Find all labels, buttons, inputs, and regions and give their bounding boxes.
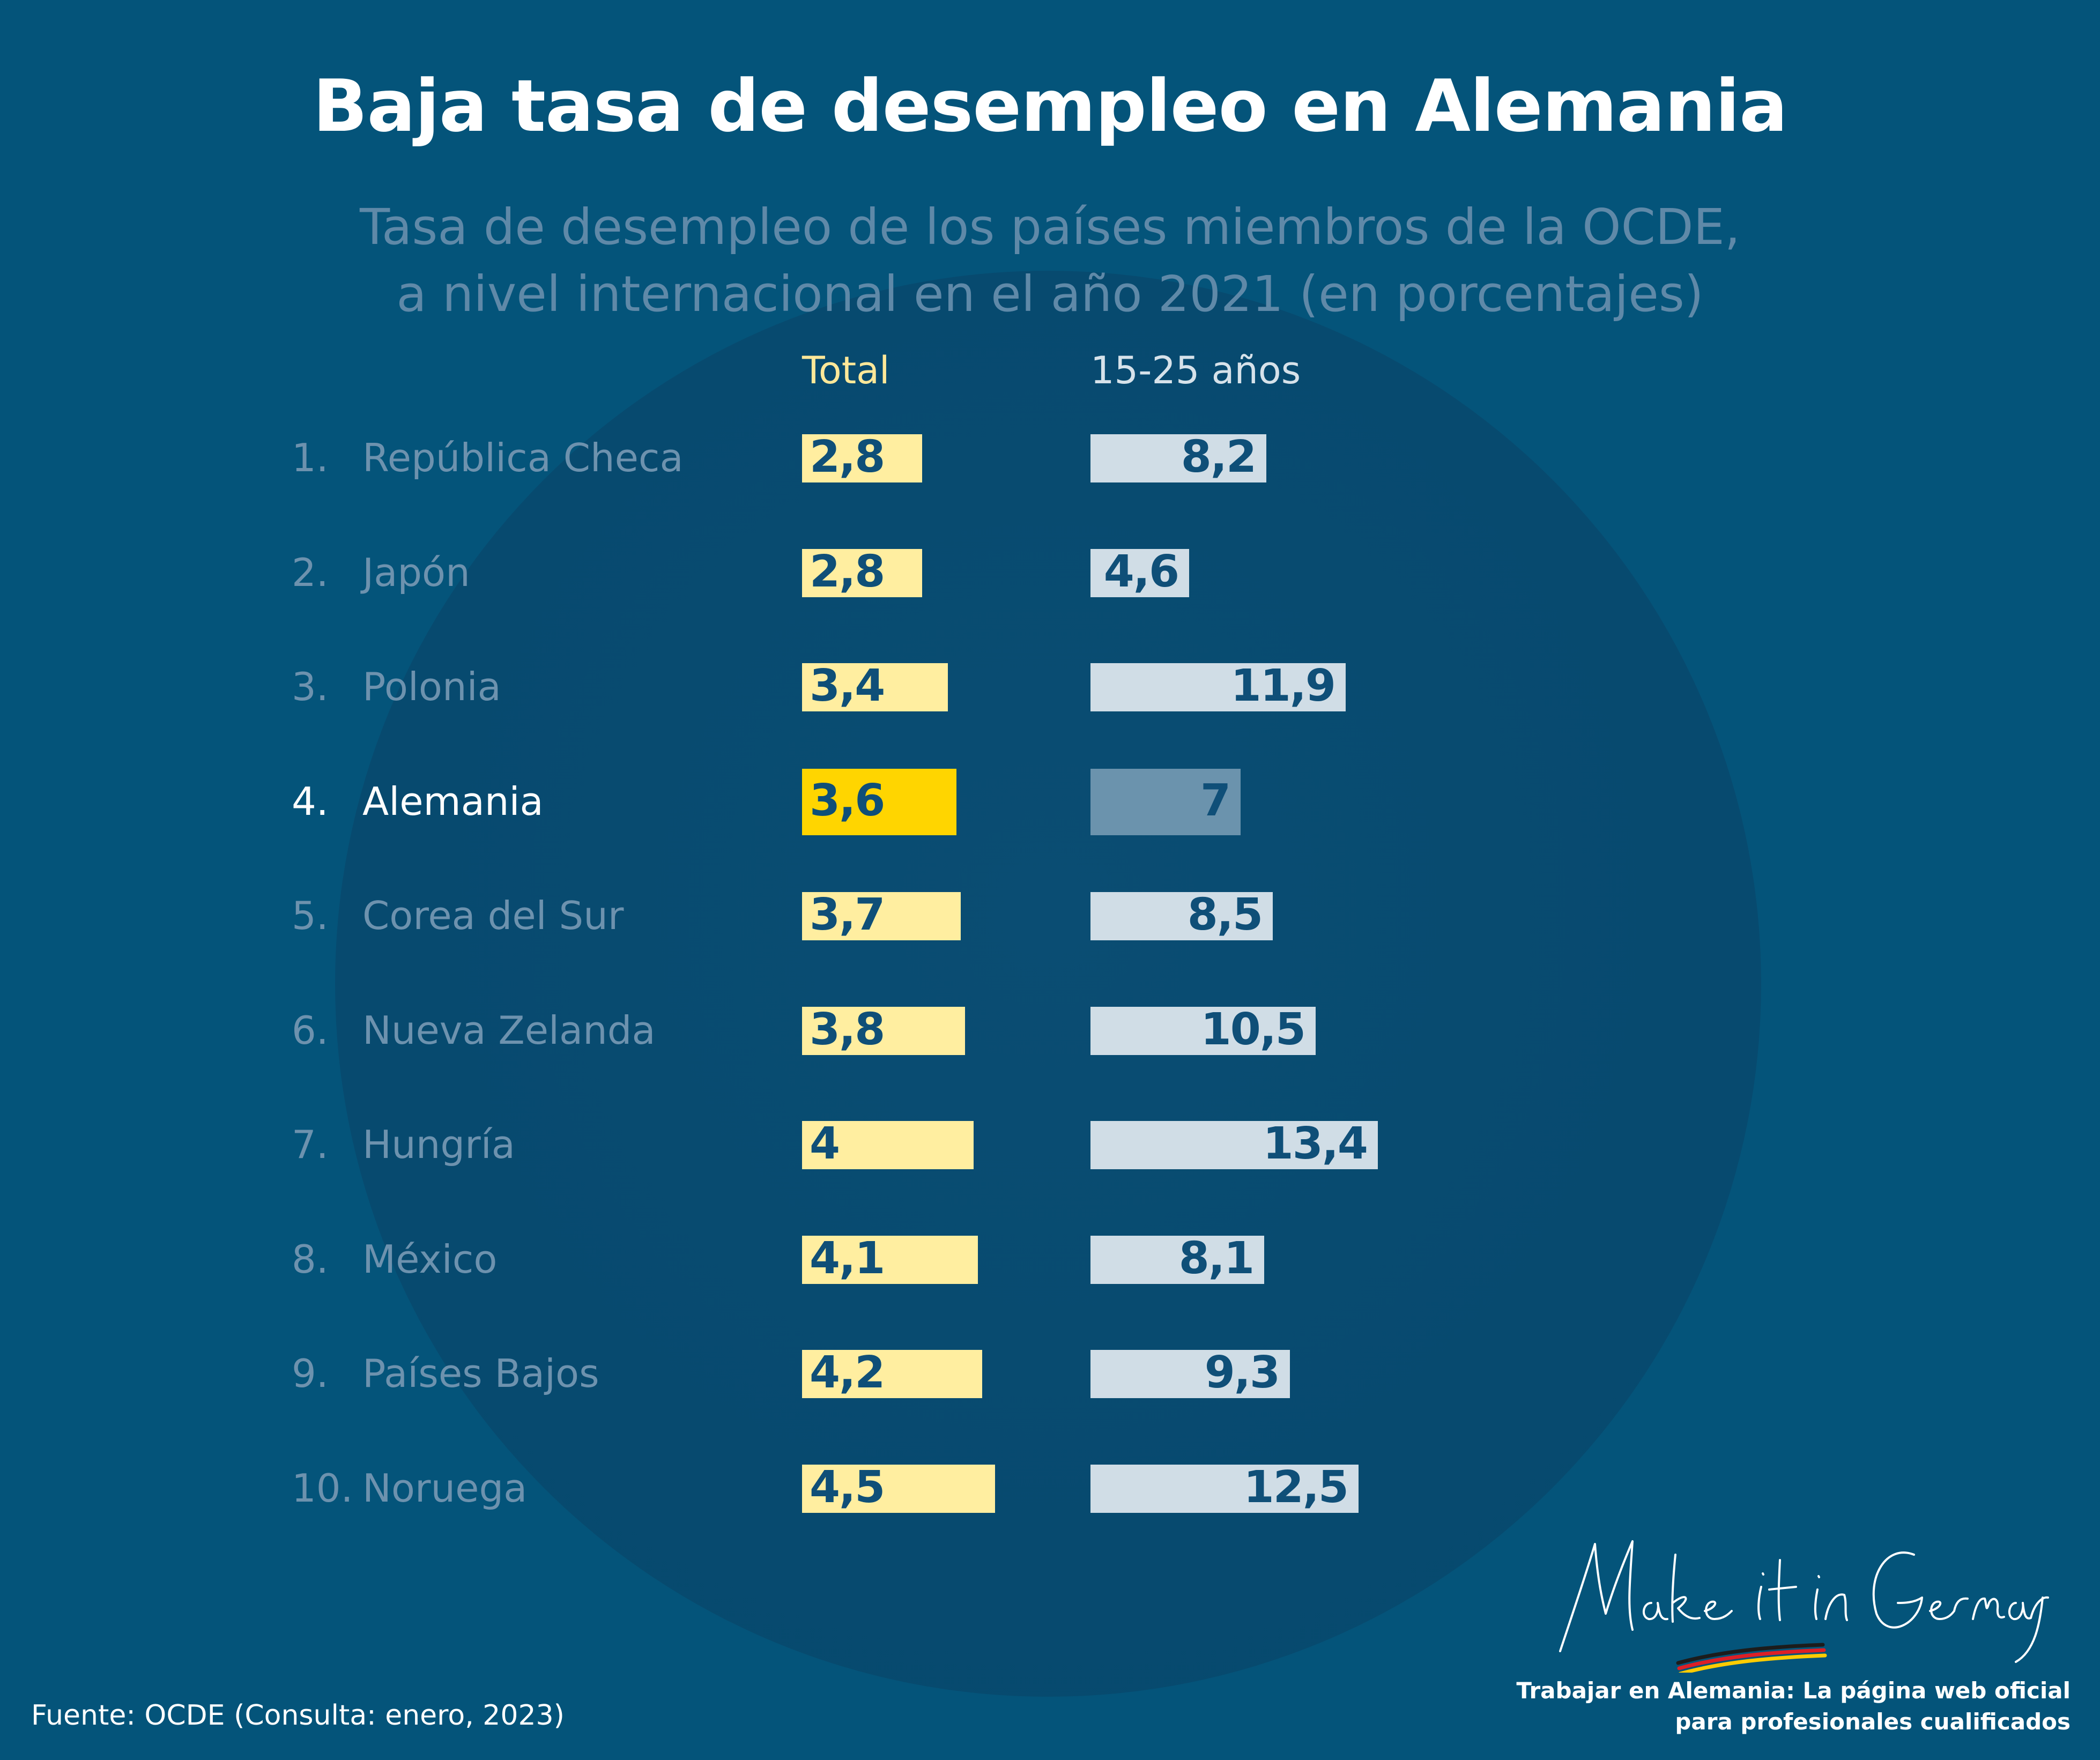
- total-value-label: 2,8: [810, 432, 885, 482]
- total-value-label: 3,6: [810, 775, 885, 826]
- youth-value-label: 10,5: [1200, 1004, 1306, 1055]
- total-bar: [802, 434, 922, 482]
- total-value-label: 4,5: [810, 1461, 885, 1513]
- chart-subtitle-line-1: Tasa de desempleo de los países miembros…: [359, 198, 1741, 256]
- column-header-youth: 15-25 años: [1090, 348, 1301, 392]
- youth-value-label: 8,5: [1187, 889, 1263, 940]
- total-bar: [802, 1235, 978, 1284]
- youth-bar: [1090, 1006, 1316, 1055]
- youth-value-label: 13,4: [1263, 1118, 1368, 1169]
- country-label: México: [362, 1236, 498, 1282]
- country-label: Hungría: [362, 1122, 515, 1167]
- total-value-label: 2,8: [810, 546, 885, 597]
- rank-label: 9.: [292, 1351, 329, 1396]
- rank-label: 3.: [292, 664, 329, 709]
- youth-bar: [1090, 1464, 1359, 1513]
- total-bar: [802, 768, 956, 835]
- country-label: República Checa: [362, 435, 684, 480]
- rank-label: 6.: [292, 1007, 329, 1053]
- country-label: Nueva Zelanda: [362, 1007, 656, 1053]
- rank-label: 5.: [292, 893, 329, 938]
- youth-bar: [1090, 1350, 1290, 1398]
- youth-value-label: 4,6: [1103, 546, 1179, 597]
- youth-bar: [1090, 434, 1266, 482]
- total-value-label: 4: [810, 1118, 840, 1169]
- youth-value-label: 7: [1200, 775, 1231, 826]
- rank-label: 10.: [292, 1465, 353, 1511]
- total-value-label: 4,2: [810, 1347, 885, 1398]
- youth-value-label: 9,3: [1204, 1347, 1280, 1398]
- youth-value-label: 8,1: [1178, 1232, 1255, 1284]
- total-bar: [802, 1464, 995, 1513]
- total-bar: [802, 548, 922, 597]
- rank-label: 4.: [292, 778, 329, 824]
- column-header-total: Total: [802, 348, 890, 392]
- youth-bar: [1090, 892, 1273, 940]
- total-bar: [802, 1121, 974, 1169]
- youth-bar: [1090, 548, 1189, 597]
- rank-label: 8.: [292, 1236, 329, 1282]
- chart-title: Baja tasa de desempleo en Alemania: [313, 64, 1787, 148]
- total-bar: [802, 892, 961, 940]
- country-label: Japón: [362, 549, 470, 595]
- country-label: Alemania: [362, 778, 544, 824]
- total-bar: [802, 1350, 982, 1398]
- rank-label: 2.: [292, 549, 329, 595]
- country-label: Noruega: [362, 1465, 528, 1511]
- youth-bar: [1090, 663, 1346, 711]
- country-label: Polonia: [362, 664, 501, 709]
- total-value-label: 4,1: [810, 1232, 885, 1284]
- make-it-in-germany-logo: [1559, 1540, 2049, 1673]
- youth-value-label: 11,9: [1230, 660, 1336, 711]
- total-value-label: 3,4: [810, 660, 885, 711]
- country-label: Corea del Sur: [362, 893, 624, 938]
- youth-bar: [1090, 768, 1241, 835]
- rank-label: 7.: [292, 1122, 329, 1167]
- country-label: Países Bajos: [362, 1351, 599, 1396]
- chart-subtitle-line-2: a nivel internacional en el año 2021 (en…: [396, 265, 1704, 323]
- youth-bar: [1090, 1121, 1378, 1169]
- tagline-line-2: para profesionales cualificados: [1675, 1709, 2071, 1735]
- youth-value-label: 12,5: [1243, 1461, 1349, 1513]
- background-globe: [335, 271, 1761, 1697]
- total-value-label: 3,8: [810, 1004, 885, 1055]
- tagline: Trabajar en Alemania: La página web ofic…: [1516, 1675, 2071, 1737]
- youth-bar: [1090, 1235, 1264, 1284]
- total-bar: [802, 663, 948, 711]
- source-note: Fuente: OCDE (Consulta: enero, 2023): [31, 1699, 565, 1732]
- total-value-label: 3,7: [810, 889, 885, 940]
- rank-label: 1.: [292, 435, 329, 480]
- tagline-line-1: Trabajar en Alemania: La página web ofic…: [1516, 1677, 2071, 1704]
- total-bar: [802, 1006, 965, 1055]
- youth-value-label: 8,2: [1181, 432, 1257, 482]
